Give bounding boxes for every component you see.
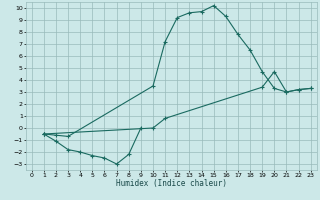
X-axis label: Humidex (Indice chaleur): Humidex (Indice chaleur) <box>116 179 227 188</box>
